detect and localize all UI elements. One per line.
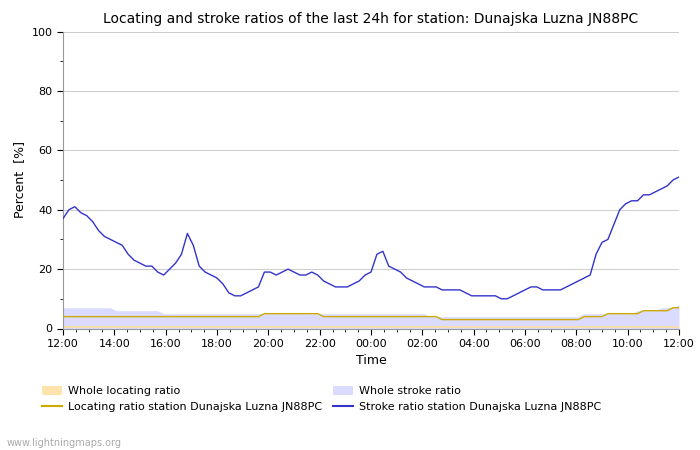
- Title: Locating and stroke ratios of the last 24h for station: Dunajska Luzna JN88PC: Locating and stroke ratios of the last 2…: [104, 12, 638, 26]
- Text: www.lightningmaps.org: www.lightningmaps.org: [7, 438, 122, 448]
- X-axis label: Time: Time: [356, 355, 386, 368]
- Y-axis label: Percent  [%]: Percent [%]: [13, 141, 26, 219]
- Legend: Whole locating ratio, Locating ratio station Dunajska Luzna JN88PC, Whole stroke: Whole locating ratio, Locating ratio sta…: [43, 386, 601, 412]
